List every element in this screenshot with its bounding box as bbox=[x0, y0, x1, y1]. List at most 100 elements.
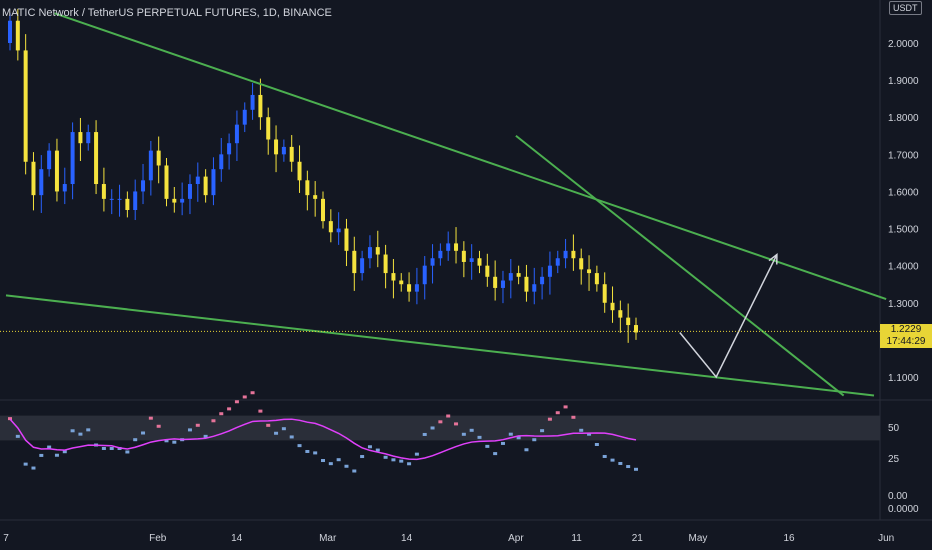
time-tick-label: May bbox=[689, 533, 708, 544]
rsi-point bbox=[305, 449, 310, 453]
rsi-point bbox=[15, 434, 20, 438]
candle-body bbox=[101, 184, 106, 199]
candle-body bbox=[383, 254, 388, 274]
candle-body bbox=[438, 250, 443, 259]
rsi-point bbox=[610, 458, 615, 462]
time-tick-label: 11 bbox=[571, 533, 582, 544]
candle-body bbox=[493, 276, 498, 288]
rsi-point bbox=[446, 414, 451, 418]
rsi-point bbox=[399, 459, 404, 463]
candle-body bbox=[602, 284, 607, 303]
rsi-point bbox=[532, 438, 537, 442]
rsi-point bbox=[234, 400, 239, 404]
candle-body bbox=[344, 228, 349, 251]
time-tick-label: Feb bbox=[149, 533, 167, 544]
rsi-point bbox=[422, 432, 427, 436]
candle-body bbox=[563, 250, 568, 259]
rsi-point bbox=[391, 458, 396, 462]
candle-body bbox=[555, 258, 560, 266]
rsi-point bbox=[289, 435, 294, 439]
candle-body bbox=[454, 243, 459, 251]
rsi-point bbox=[626, 465, 631, 469]
rsi-point bbox=[274, 431, 279, 435]
projection-path[interactable] bbox=[679, 254, 778, 379]
time-axis: 7 Feb 14 Mar 14 Apr 11 21 May 16 Jun bbox=[3, 533, 894, 544]
rsi-band bbox=[0, 415, 880, 441]
candle-body bbox=[219, 154, 224, 170]
candle-body bbox=[610, 302, 615, 311]
rsi-point bbox=[281, 427, 286, 431]
candle-body bbox=[500, 280, 505, 288]
rsi-tick-label: 0.00 bbox=[888, 491, 908, 502]
rsi-average-line bbox=[9, 418, 637, 461]
candle-body bbox=[352, 250, 357, 274]
rsi-point bbox=[125, 450, 130, 454]
candle-body bbox=[516, 273, 521, 277]
rsi-point bbox=[508, 432, 513, 436]
price-tick-label: 1.6000 bbox=[888, 187, 919, 198]
trendline[interactable] bbox=[5, 294, 875, 397]
rsi-point bbox=[461, 432, 466, 436]
candle-body bbox=[117, 198, 122, 200]
price-tick-label: 2.0000 bbox=[888, 39, 919, 50]
candle-body bbox=[227, 143, 232, 155]
candle-body bbox=[422, 265, 427, 285]
rsi-point bbox=[500, 441, 505, 445]
rsi-point bbox=[438, 420, 443, 424]
time-tick-label: 21 bbox=[632, 533, 644, 544]
trendline[interactable] bbox=[54, 12, 887, 301]
candle-body bbox=[540, 276, 545, 285]
rsi-pane: 50 25 0.00 0.0000 bbox=[8, 391, 919, 515]
candle-body bbox=[125, 198, 130, 210]
candle-body bbox=[594, 273, 599, 285]
candle-body bbox=[328, 221, 333, 233]
rsi-point bbox=[540, 429, 545, 433]
candle-body bbox=[485, 265, 490, 277]
rsi-point bbox=[266, 423, 271, 427]
candle-body bbox=[133, 191, 138, 210]
candle-body bbox=[289, 146, 294, 162]
bar-countdown: 17:44:29 bbox=[886, 336, 926, 347]
candle-body bbox=[399, 280, 404, 285]
rsi-point bbox=[360, 455, 365, 459]
trendline[interactable] bbox=[515, 134, 845, 397]
candle-body bbox=[266, 117, 271, 140]
time-tick-label: Apr bbox=[508, 533, 524, 544]
candle-body bbox=[477, 258, 482, 266]
rsi-tick-label: 0.0000 bbox=[888, 504, 919, 515]
rsi-point bbox=[321, 459, 325, 463]
time-tick-label: Mar bbox=[319, 533, 337, 544]
rsi-point bbox=[524, 448, 529, 452]
time-tick-label: 16 bbox=[783, 533, 795, 544]
rsi-point bbox=[8, 417, 12, 421]
rsi-point bbox=[634, 467, 638, 471]
candle-body bbox=[62, 184, 67, 192]
rsi-point bbox=[571, 415, 576, 419]
price-tick-label: 1.7000 bbox=[888, 150, 919, 161]
candle-body bbox=[305, 180, 310, 196]
candle-body bbox=[195, 176, 200, 185]
rsi-point bbox=[47, 445, 52, 449]
rsi-point bbox=[156, 424, 161, 428]
rsi-point bbox=[148, 416, 153, 420]
candle-body bbox=[626, 317, 631, 326]
price-tick-label: 1.9000 bbox=[888, 76, 919, 87]
candle-body bbox=[86, 132, 91, 144]
rsi-point bbox=[469, 428, 474, 432]
candle-body bbox=[360, 258, 365, 274]
currency-badge[interactable]: USDT bbox=[889, 1, 922, 15]
rsi-point bbox=[579, 428, 584, 432]
rsi-tick-label: 50 bbox=[888, 423, 900, 434]
time-tick-label: Jun bbox=[878, 533, 894, 544]
rsi-point bbox=[516, 436, 521, 440]
candle-body bbox=[156, 150, 161, 166]
rsi-point bbox=[109, 446, 114, 450]
rsi-point bbox=[101, 446, 106, 450]
candle-body bbox=[54, 150, 59, 192]
rsi-point bbox=[227, 407, 232, 411]
price-axis: 2.0000 1.9000 1.8000 1.7000 1.6000 1.5000 1.40… bbox=[888, 39, 919, 384]
rsi-point bbox=[133, 438, 138, 442]
rsi-point bbox=[78, 432, 83, 436]
